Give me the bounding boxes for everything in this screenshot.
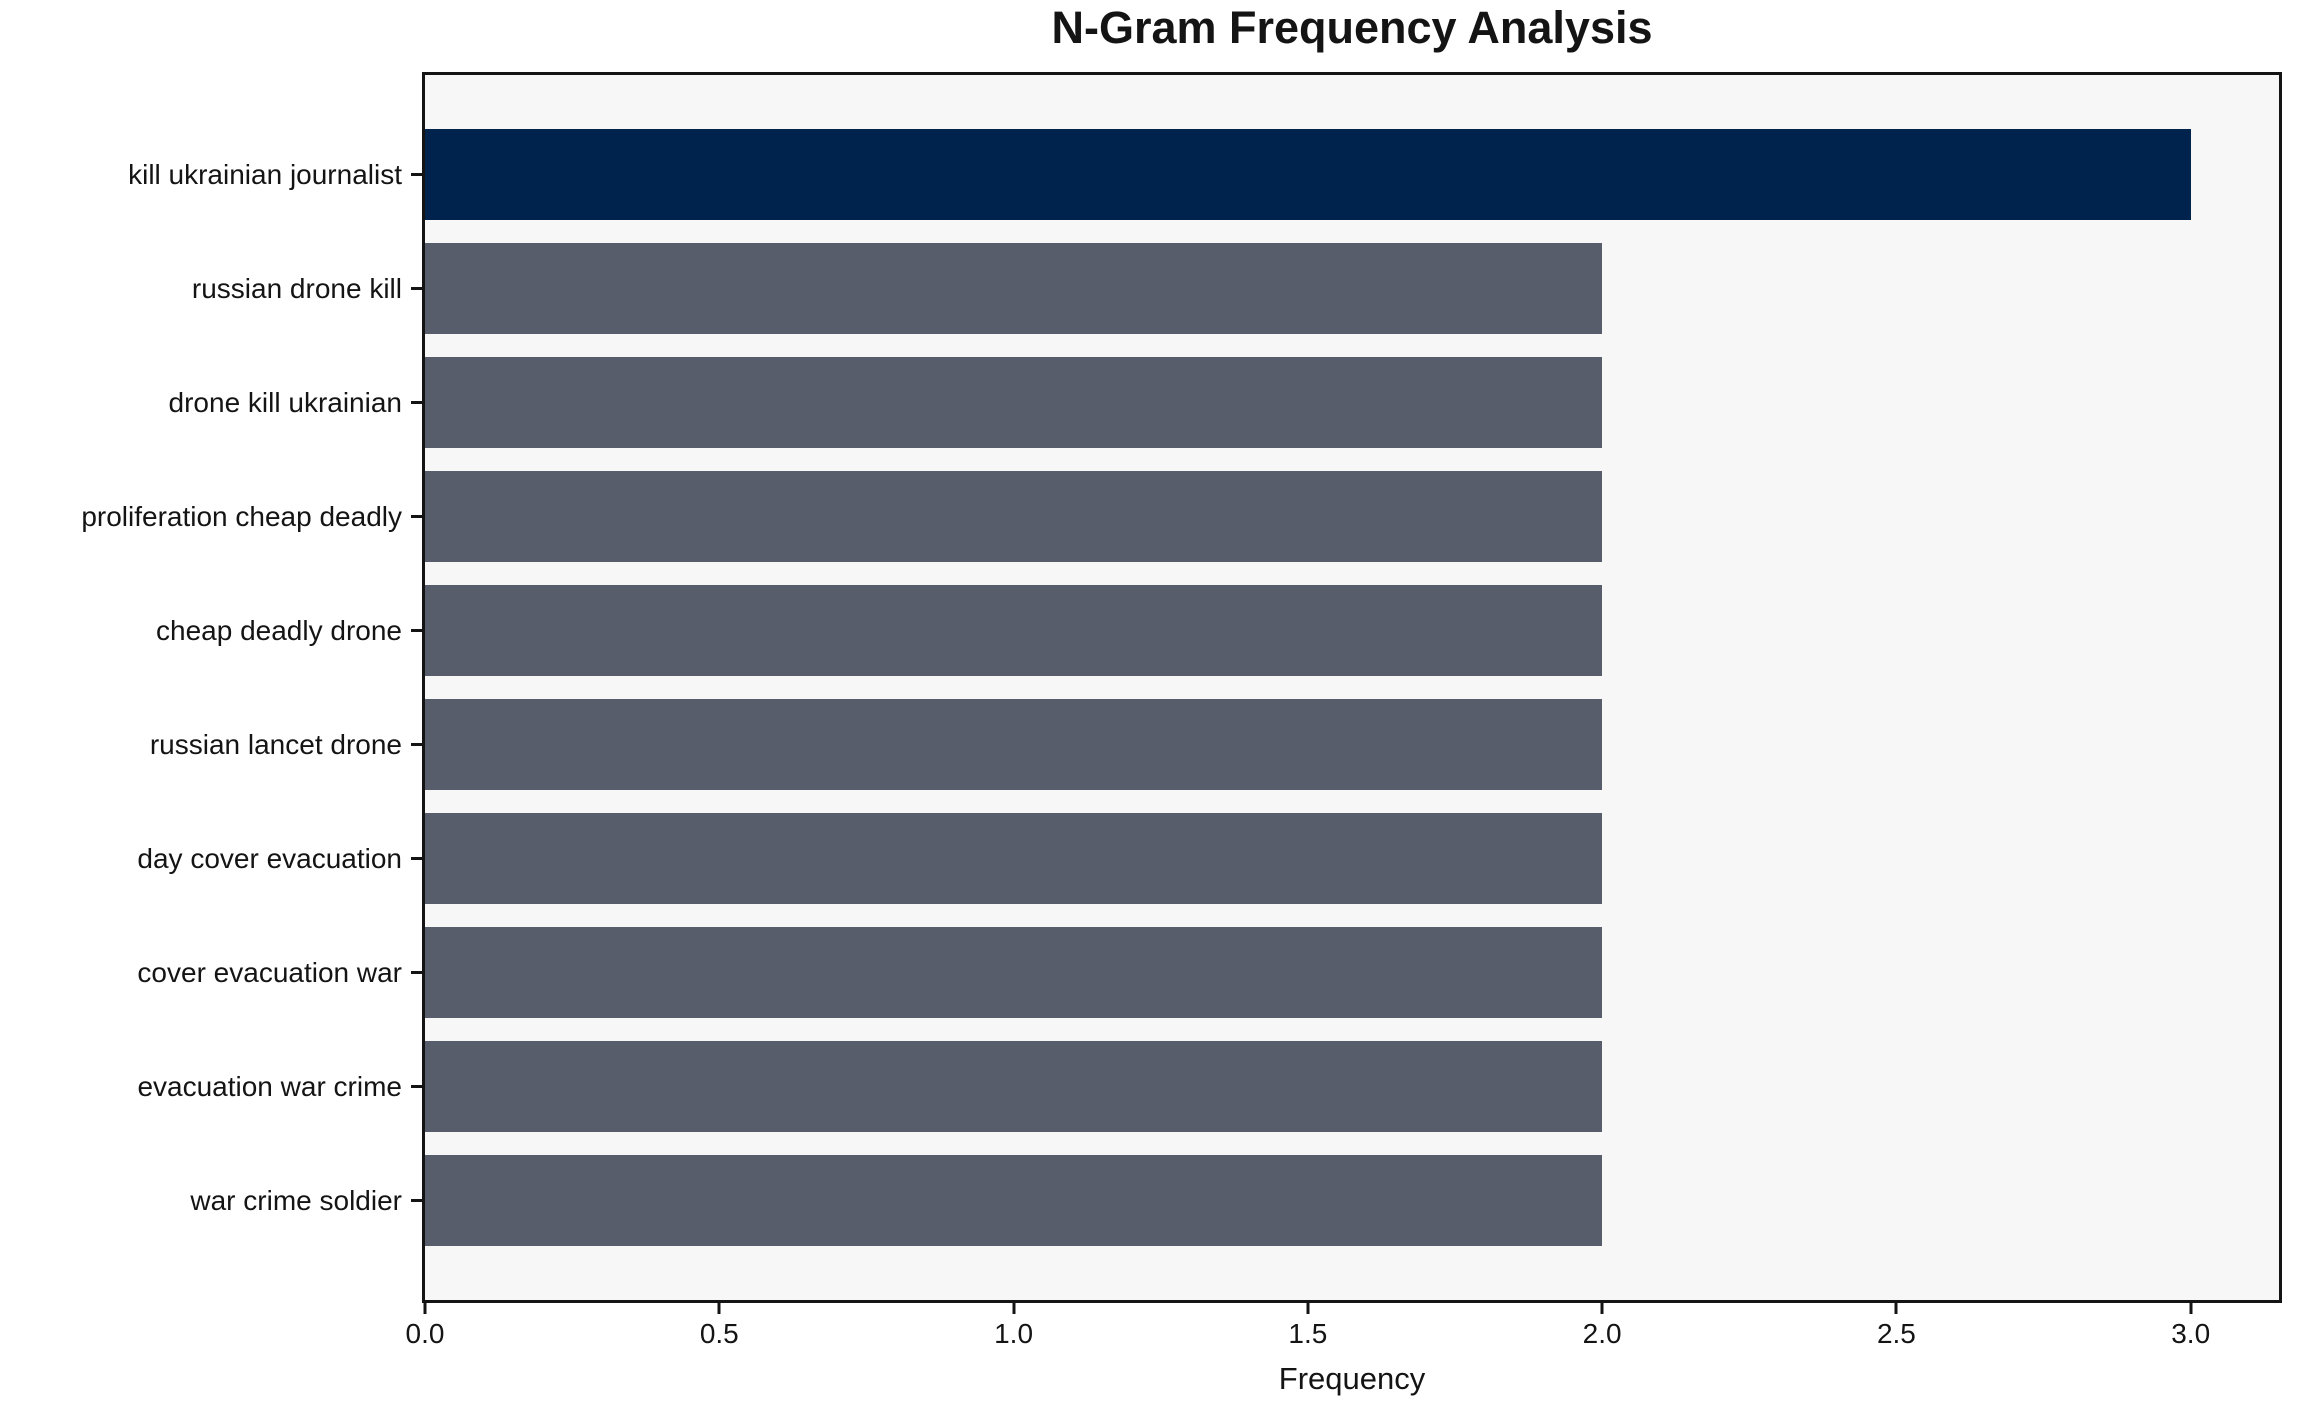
x-tick-label: 1.5 — [1288, 1318, 1328, 1349]
bar-series — [425, 75, 2279, 1300]
bar-day-cover-evacuation — [425, 813, 1603, 904]
y-tick-mark — [411, 629, 422, 632]
bar-row — [425, 243, 2279, 334]
y-tick-mark — [411, 971, 422, 974]
y-row: russian drone kill — [0, 243, 422, 334]
y-row: day cover evacuation — [0, 813, 422, 904]
y-tick-mark — [411, 1199, 422, 1202]
y-tick-mark — [411, 743, 422, 746]
x-tick-mark — [1306, 1303, 1310, 1314]
chart-title: N-Gram Frequency Analysis — [1051, 2, 1653, 53]
x-tick-label: 1.0 — [994, 1318, 1034, 1349]
bar-proliferation-cheap-deadly — [425, 471, 1603, 562]
y-tick-mark — [411, 857, 422, 860]
x-tick-label: 2.5 — [1876, 1318, 1916, 1349]
bar-row — [425, 129, 2279, 220]
x-tick-mark — [2189, 1303, 2193, 1314]
y-tick-mark — [411, 173, 422, 176]
x-tick-label: 0.5 — [699, 1318, 739, 1349]
bar-row — [425, 357, 2279, 448]
bar-row — [425, 471, 2279, 562]
x-tick-mark — [1894, 1303, 1898, 1314]
y-axis: kill ukrainian journalist russian drone k… — [0, 75, 422, 1300]
y-tick-mark — [411, 401, 422, 404]
y-row: drone kill ukrainian — [0, 357, 422, 448]
y-row: proliferation cheap deadly — [0, 471, 422, 562]
y-tick-mark — [411, 515, 422, 518]
bar-row — [425, 699, 2279, 790]
x-axis: 0.0 0.5 1.0 1.5 2.0 2.5 3.0 — [406, 1303, 2279, 1413]
y-tick-label: russian drone kill — [191, 272, 402, 304]
y-row: cover evacuation war — [0, 927, 422, 1018]
y-tick-label: cover evacuation war — [137, 956, 402, 988]
bar-war-crime-soldier — [425, 1155, 1603, 1246]
x-tick-mark — [1600, 1303, 1604, 1314]
y-row: evacuation war crime — [0, 1041, 422, 1132]
bar-russian-lancet-drone — [425, 699, 1603, 790]
bar-row — [425, 813, 2279, 904]
x-tick-label: 3.0 — [2171, 1318, 2211, 1349]
bar-evacuation-war-crime — [425, 1041, 1603, 1132]
y-tick-label: day cover evacuation — [137, 842, 402, 874]
y-tick-label: drone kill ukrainian — [168, 386, 402, 418]
bar-row — [425, 1155, 2279, 1246]
plot-area — [422, 72, 2282, 1303]
x-tick-label: 2.0 — [1582, 1318, 1622, 1349]
x-tick-mark — [1012, 1303, 1016, 1314]
y-tick-mark — [411, 1085, 422, 1088]
bar-row — [425, 1041, 2279, 1132]
y-tick-label: kill ukrainian journalist — [128, 158, 402, 190]
y-tick-label: evacuation war crime — [137, 1070, 402, 1102]
y-tick-label: proliferation cheap deadly — [81, 500, 402, 532]
y-row: russian lancet drone — [0, 699, 422, 790]
bar-row — [425, 927, 2279, 1018]
bar-russian-drone-kill — [425, 243, 1603, 334]
bar-row — [425, 585, 2279, 676]
bar-kill-ukrainian-journalist — [425, 129, 2191, 220]
y-row: cheap deadly drone — [0, 585, 422, 676]
bar-drone-kill-ukrainian — [425, 357, 1603, 448]
bar-cover-evacuation-war — [425, 927, 1603, 1018]
bar-cheap-deadly-drone — [425, 585, 1603, 676]
y-tick-mark — [411, 287, 422, 290]
x-tick-mark — [423, 1303, 427, 1314]
x-tick-mark — [717, 1303, 721, 1314]
y-tick-label: russian lancet drone — [149, 728, 402, 760]
x-tick-label: 0.0 — [405, 1318, 445, 1349]
y-row: kill ukrainian journalist — [0, 129, 422, 220]
y-row: war crime soldier — [0, 1155, 422, 1246]
y-tick-label: cheap deadly drone — [156, 614, 402, 646]
y-tick-label: war crime soldier — [190, 1184, 402, 1216]
x-axis-title: Frequency — [1278, 1361, 1426, 1396]
